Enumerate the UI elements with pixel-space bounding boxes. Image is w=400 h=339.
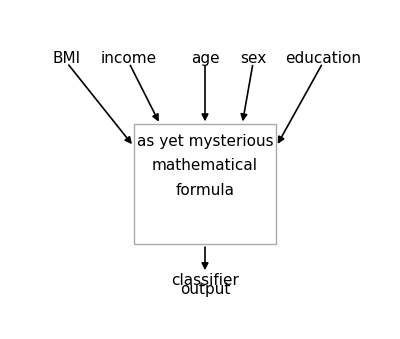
Text: classifier: classifier (171, 273, 239, 288)
FancyBboxPatch shape (134, 124, 276, 244)
Text: as yet mysterious
mathematical
formula: as yet mysterious mathematical formula (137, 134, 273, 198)
Text: age: age (191, 51, 219, 66)
Text: output: output (180, 282, 230, 297)
Text: income: income (101, 51, 157, 66)
Text: sex: sex (240, 51, 266, 66)
Text: education: education (285, 51, 361, 66)
Text: BMI: BMI (53, 51, 81, 66)
